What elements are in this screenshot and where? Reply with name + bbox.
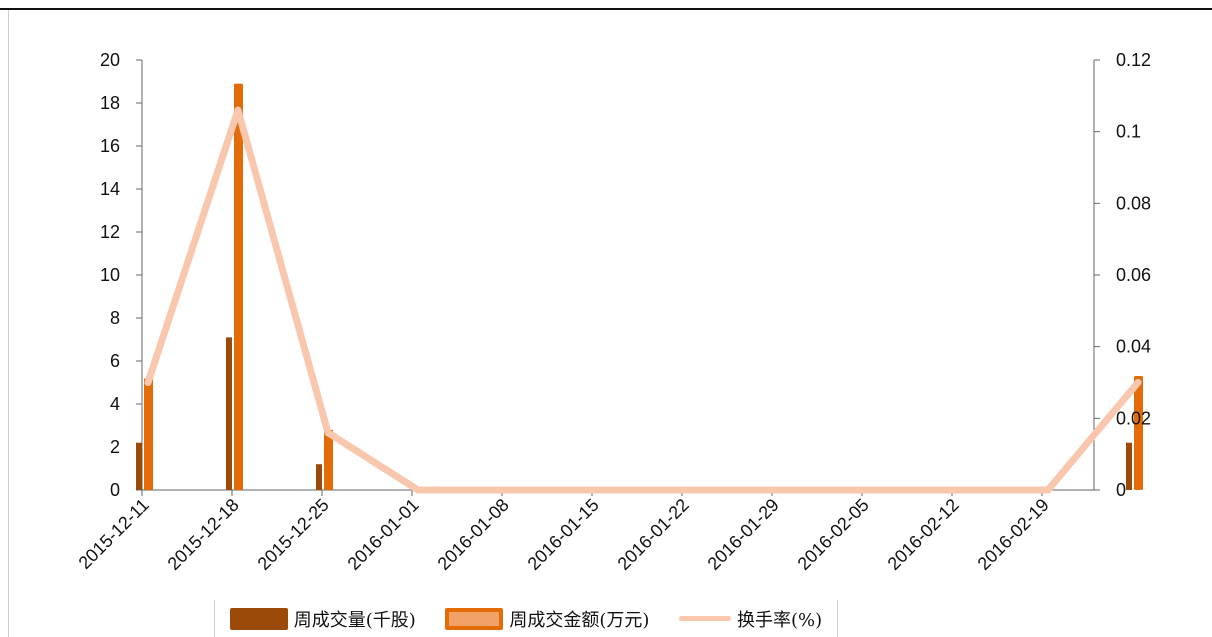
x-tick-label: 2016-01-08 — [434, 495, 513, 574]
left-rule — [8, 10, 9, 637]
right-tick-label: 0.06 — [1116, 265, 1151, 285]
left-tick-label: 6 — [110, 351, 120, 371]
turnover-point — [414, 486, 422, 494]
x-tick-label: 2016-01-22 — [614, 495, 693, 574]
left-tick-label: 4 — [110, 394, 120, 414]
x-tick-label: 2016-01-01 — [344, 495, 423, 574]
right-tick-label: 0 — [1116, 480, 1126, 500]
turnover-point — [504, 486, 512, 494]
bar-amount — [144, 378, 153, 490]
bar-volume — [136, 442, 142, 490]
left-tick-label: 18 — [100, 93, 120, 113]
left-tick-label: 0 — [110, 480, 120, 500]
legend-item-amount: 周成交金额(万元) — [445, 606, 649, 632]
left-tick-label: 20 — [100, 50, 120, 70]
bar-amount — [234, 83, 243, 491]
legend-item-volume: 周成交量(千股) — [229, 606, 416, 632]
turnover-point — [234, 106, 242, 114]
turnover-point — [864, 486, 872, 494]
line-layer — [144, 106, 1142, 494]
legend-item-turnover: 换手率(%) — [679, 606, 822, 632]
bar-volume — [1126, 442, 1132, 490]
legend-swatch-volume — [229, 607, 288, 630]
turnover-point — [1134, 379, 1142, 386]
left-tick-label: 10 — [100, 265, 120, 285]
turnover-point — [1044, 486, 1052, 494]
x-tick-label: 2015-12-25 — [254, 495, 333, 574]
top-rule — [0, 0, 1212, 10]
turnover-point — [954, 486, 962, 494]
right-tick-label: 0.08 — [1116, 193, 1151, 213]
left-tick-label: 14 — [100, 179, 120, 199]
x-tick-label: 2016-01-29 — [704, 495, 783, 574]
turnover-point — [774, 486, 782, 494]
x-tick-label: 2016-02-19 — [974, 495, 1053, 574]
legend: 周成交量(千股) 周成交金额(万元) 换手率(%) — [214, 600, 838, 637]
x-tick-label: 2016-02-12 — [884, 495, 963, 574]
x-tick-label: 2016-01-15 — [524, 495, 603, 574]
turnover-point — [594, 486, 602, 494]
left-tick-label: 16 — [100, 136, 120, 156]
legend-swatch-amount — [445, 607, 504, 630]
left-tick-label: 12 — [100, 222, 120, 242]
legend-swatch-turnover — [679, 616, 732, 621]
turnover-point — [324, 429, 332, 437]
axes-layer — [136, 59, 1100, 496]
bar-volume — [226, 337, 232, 490]
left-tick-label: 8 — [110, 308, 120, 328]
right-tick-label: 0.12 — [1116, 50, 1151, 70]
right-tick-label: 0.1 — [1116, 122, 1141, 142]
x-tick-label: 2016-02-05 — [794, 495, 873, 574]
legend-label-turnover: 换手率(%) — [737, 609, 823, 631]
x-tick-label: 2015-12-18 — [164, 495, 243, 574]
bar-volume — [316, 464, 322, 490]
left-tick-label: 2 — [110, 437, 120, 457]
turnover-point — [684, 486, 692, 494]
bar-amount — [324, 429, 333, 490]
bar-amount — [1134, 376, 1143, 490]
right-tick-label: 0.04 — [1116, 337, 1151, 357]
bars-layer — [136, 83, 1143, 491]
x-tick-label: 2015-12-11 — [75, 495, 153, 573]
legend-label-amount: 周成交金额(万元) — [509, 609, 650, 631]
right-tick-label: 0.02 — [1116, 408, 1151, 428]
legend-label-volume: 周成交量(千股) — [293, 609, 416, 631]
turnover-point — [144, 379, 152, 386]
turnover-line — [144, 106, 1142, 494]
